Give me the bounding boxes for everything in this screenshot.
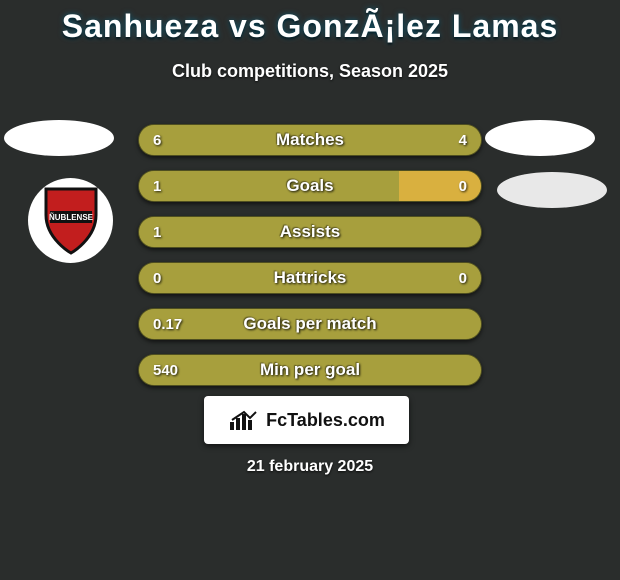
stat-right-segment: [399, 171, 481, 201]
stats-container: 64Matches 10Goals 1Assists 00Hattricks 0.17G…: [138, 124, 482, 400]
right-team-ellipse-1: [485, 120, 595, 156]
stat-left-segment: [139, 125, 344, 155]
stat-left-segment: [139, 355, 481, 385]
right-team-ellipse-2: [497, 172, 607, 208]
page-title: Sanhueza vs GonzÃ¡lez Lamas: [0, 0, 620, 45]
stat-left-segment: [139, 171, 399, 201]
fctables-icon: [228, 408, 260, 432]
stat-row: 64Matches: [138, 124, 482, 156]
date-label: 21 february 2025: [0, 458, 620, 476]
shield-icon: ÑUBLENSE: [40, 185, 102, 257]
stat-row: 1Assists: [138, 216, 482, 248]
stat-row: 0.17Goals per match: [138, 308, 482, 340]
stat-right-segment: [344, 125, 481, 155]
stat-left-segment: [139, 217, 481, 247]
fctables-label: FcTables.com: [266, 410, 385, 431]
stat-row: 540Min per goal: [138, 354, 482, 386]
stat-right-segment: [310, 263, 481, 293]
club-badge: ÑUBLENSE: [28, 178, 113, 263]
fctables-badge[interactable]: FcTables.com: [204, 396, 409, 444]
club-badge-text: ÑUBLENSE: [48, 213, 93, 222]
stat-row: 10Goals: [138, 170, 482, 202]
stat-row: 00Hattricks: [138, 262, 482, 294]
stat-left-segment: [139, 263, 310, 293]
stat-left-segment: [139, 309, 481, 339]
subtitle: Club competitions, Season 2025: [0, 61, 620, 82]
left-team-ellipse: [4, 120, 114, 156]
